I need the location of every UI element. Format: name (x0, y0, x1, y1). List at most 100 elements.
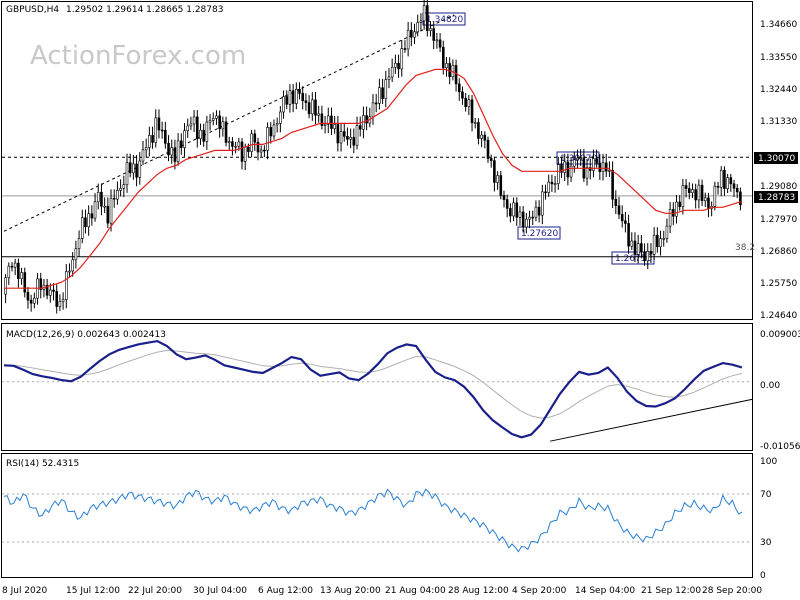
macd-y-tick: 0.00 (760, 381, 780, 391)
candle-body (13, 262, 17, 268)
candle-body (473, 122, 477, 124)
candle-body (186, 125, 190, 131)
candle-body (176, 140, 180, 162)
candle-body (20, 272, 23, 279)
candle-body (662, 238, 666, 240)
candle-body (691, 189, 694, 194)
candle-body (646, 251, 650, 262)
candle-body (199, 129, 202, 139)
candle-body (71, 259, 74, 272)
candle-body (240, 141, 244, 162)
candle-body (390, 66, 394, 78)
candle-body (432, 28, 436, 41)
x-axis: 8 Jul 2020 15 Jul 12:00 22 Jul 20:00 30 … (2, 586, 762, 596)
candle-body (576, 157, 579, 161)
candle-body (58, 301, 62, 307)
candle-body (100, 191, 103, 207)
candle-body (681, 185, 685, 207)
candle-body (719, 169, 723, 188)
candle-body (259, 149, 263, 153)
candle-body (378, 87, 381, 104)
candle-body (250, 133, 253, 152)
level-price-badge: 1.30070 (758, 154, 795, 164)
candle-body (10, 265, 14, 268)
x-tick: 6 Aug 12:00 (258, 586, 313, 596)
candle-body (61, 299, 65, 302)
candle-body (333, 124, 336, 129)
annotation-low2: 1.26750 (615, 254, 652, 264)
candle-body (477, 122, 480, 139)
candle-body (441, 46, 445, 69)
candle-body (723, 169, 726, 189)
candle-body (528, 216, 531, 220)
candle-body (729, 177, 733, 185)
candle-body (457, 83, 461, 93)
candle-body (310, 99, 314, 115)
price-y-tick: 1.29080 (760, 182, 797, 192)
candle-body (128, 162, 132, 174)
candle-body (687, 188, 691, 194)
candle-body (141, 149, 145, 162)
price-layer (2, 0, 752, 314)
candle-body (205, 121, 209, 142)
candle-body (716, 185, 720, 188)
current-price-badge: 1.28783 (758, 193, 795, 203)
candle-body (288, 90, 292, 105)
candle-body (595, 158, 598, 164)
candle-body (515, 202, 519, 218)
candle-body (26, 291, 30, 301)
candle-body (211, 118, 215, 121)
candle-body (87, 213, 90, 228)
candle-body (569, 165, 573, 178)
candle-body (505, 199, 509, 209)
candle-body (148, 135, 151, 148)
candle-body (652, 234, 656, 255)
candle-body (496, 175, 499, 183)
candle-body (509, 208, 512, 217)
candle-body (49, 289, 52, 296)
candle-body (381, 87, 384, 99)
candle-body (285, 96, 289, 105)
candle-body (346, 136, 349, 140)
x-tick: 30 Jul 04:00 (193, 586, 247, 596)
rsi-y-tick: 30 (760, 538, 772, 548)
candle-body (45, 284, 49, 296)
candle-body (243, 146, 247, 162)
candle-body (403, 48, 407, 50)
candle-body (173, 147, 177, 162)
candle-body (125, 162, 129, 186)
candle-body (541, 191, 544, 216)
candle-body (426, 5, 429, 31)
candle-body (295, 88, 298, 104)
candle-body (675, 201, 678, 217)
x-tick: 28 Aug 12:00 (448, 586, 509, 596)
candle-body (221, 121, 225, 130)
candle-body (384, 79, 388, 99)
candle-body (227, 141, 231, 143)
fib-level-label: 38.2 (735, 243, 755, 253)
candle-body (77, 238, 81, 249)
x-tick: 4 Sep 20:00 (512, 586, 567, 596)
candle-body (703, 197, 707, 201)
candle-body (656, 234, 659, 248)
candle-body (387, 76, 391, 80)
candle-body (649, 251, 653, 255)
candle-body (132, 163, 135, 174)
candle-body (518, 211, 522, 218)
candle-body (39, 278, 43, 290)
candle-body (483, 134, 487, 141)
macd-line (3, 339, 743, 439)
candle-body (269, 127, 273, 137)
candle-body (253, 133, 257, 143)
candle-body (167, 143, 170, 156)
candle-body (326, 115, 330, 125)
candle-body (80, 217, 84, 239)
candle-body (157, 117, 161, 131)
candle-body (119, 188, 122, 191)
rising-trendline (3, 14, 455, 232)
candle-body (282, 96, 285, 113)
candle-body (429, 28, 432, 31)
candle-body (419, 20, 423, 23)
candle-body (195, 116, 199, 139)
